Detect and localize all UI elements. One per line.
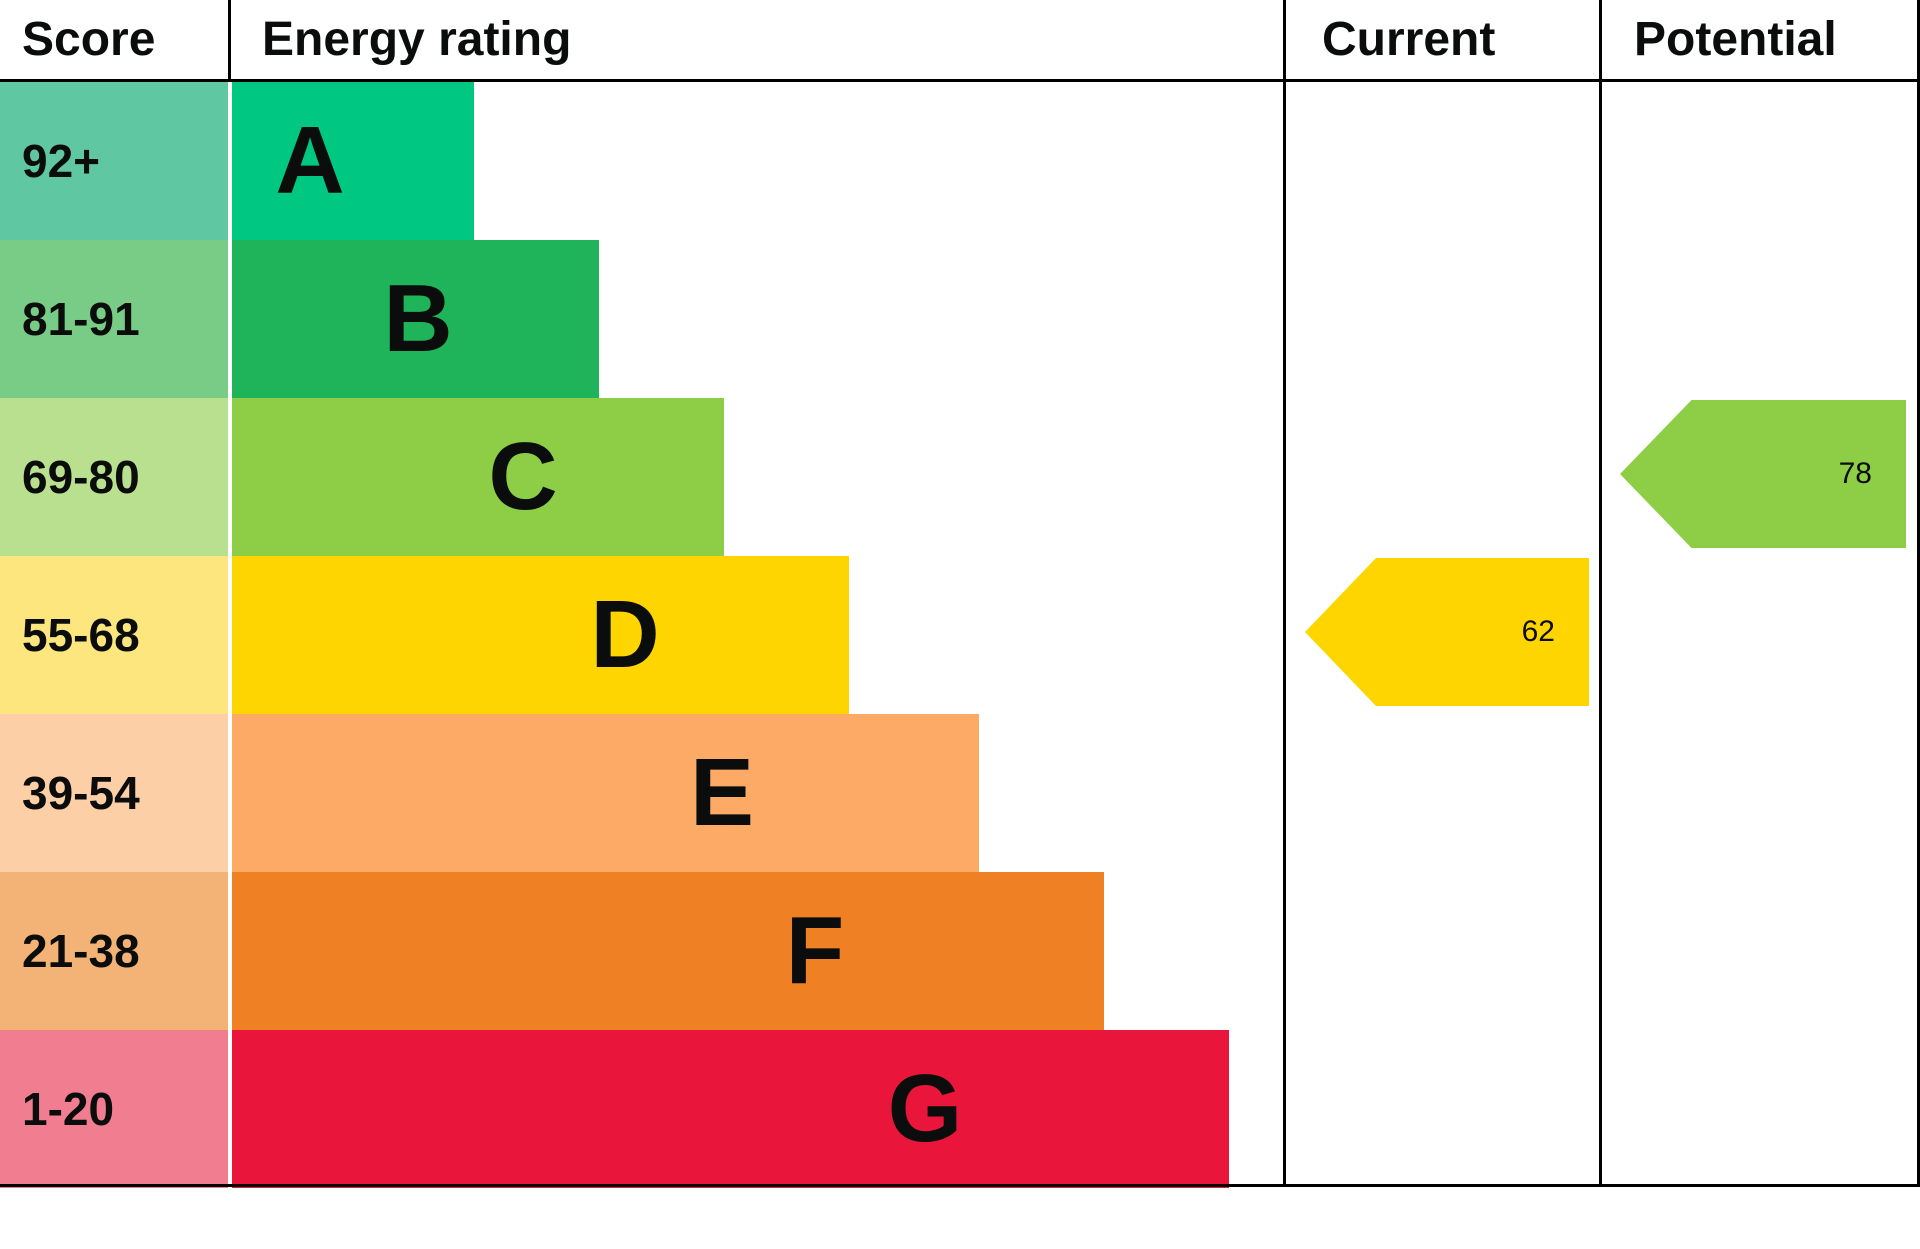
- rating-letter: G: [887, 1055, 963, 1162]
- header-current-label: Current: [1322, 13, 1496, 66]
- right-border-line: [1917, 0, 1920, 1186]
- band-row-d: 55-68 D: [0, 556, 1286, 714]
- score-cell: 21-38: [0, 872, 228, 1030]
- rating-letter: E: [689, 739, 755, 846]
- rating-bar: [232, 82, 474, 240]
- rating-bar: [232, 1030, 1229, 1188]
- rating-letter: D: [590, 581, 660, 688]
- rating-letter: B: [383, 265, 453, 372]
- score-cell: 81-91: [0, 240, 228, 398]
- potential-rating-arrow: 78: [1620, 400, 1906, 548]
- rating-bar: [232, 398, 724, 556]
- score-cell: 1-20: [0, 1030, 228, 1188]
- band-row-f: 21-38 F: [0, 872, 1286, 1030]
- rating-letter: F: [785, 897, 845, 1004]
- band-row-a: 92+ A: [0, 82, 1286, 240]
- band-row-c: 69-80 C: [0, 398, 1286, 556]
- potential-column-divider: [1599, 0, 1602, 1186]
- header-divider-line: [0, 79, 1920, 82]
- band-row-e: 39-54 E: [0, 714, 1286, 872]
- score-cell: 92+: [0, 82, 228, 240]
- score-column-divider: [228, 0, 231, 80]
- rating-bar: [232, 714, 979, 872]
- rating-bar: [232, 872, 1104, 1030]
- rating-bar: [232, 556, 849, 714]
- bottom-border-line: [0, 1184, 1920, 1187]
- current-rating-arrow: 62: [1305, 558, 1589, 706]
- header-potential-label: Potential: [1634, 13, 1837, 66]
- current-rating-value: 62: [1521, 615, 1555, 648]
- score-cell: 69-80: [0, 398, 228, 556]
- rating-letter: A: [275, 107, 345, 214]
- current-column-divider: [1283, 0, 1286, 1186]
- band-row-b: 81-91 B: [0, 240, 1286, 398]
- score-cell: 55-68: [0, 556, 228, 714]
- rating-letter: C: [488, 423, 558, 530]
- header-energy-rating-label: Energy rating: [262, 13, 572, 66]
- potential-rating-value: 78: [1838, 457, 1872, 490]
- score-cell: 39-54: [0, 714, 228, 872]
- header-score-label: Score: [22, 13, 156, 66]
- rating-bar: [232, 240, 599, 398]
- band-row-g: 1-20 G: [0, 1030, 1286, 1188]
